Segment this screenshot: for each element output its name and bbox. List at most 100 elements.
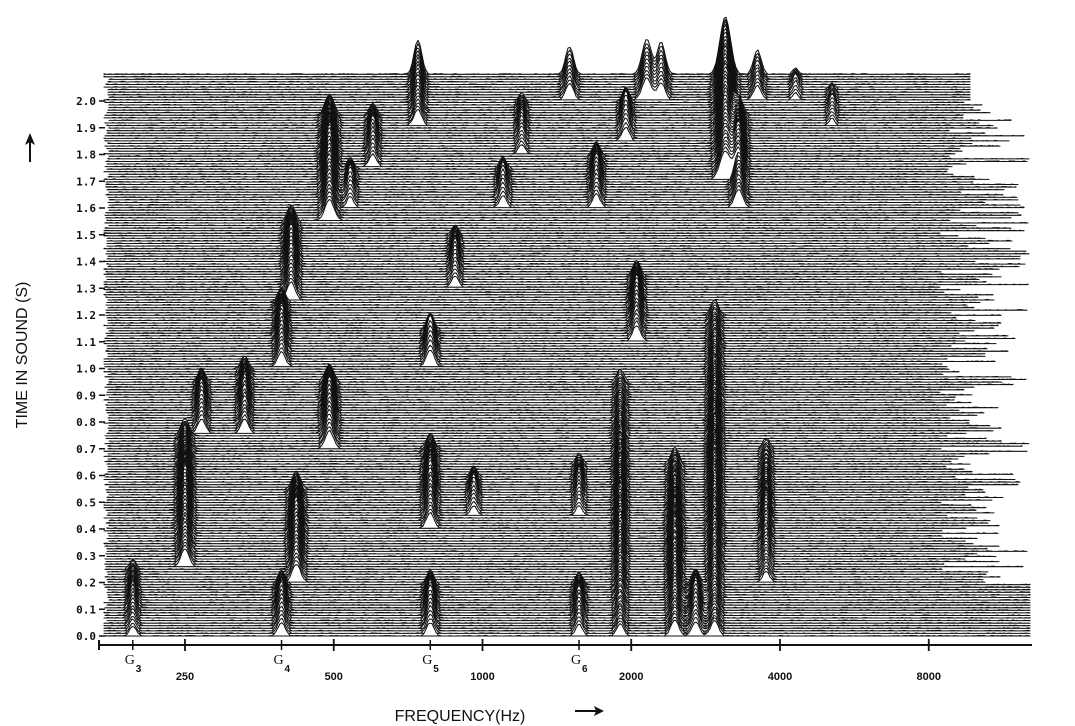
spectrum-trace [103,235,1000,270]
y-tick-label: 0.1 [76,603,96,616]
spectrum-trace [108,504,966,542]
spectrum-trace [105,284,1002,316]
spectrum-trace [103,604,1031,627]
spectrum-trace [106,550,984,581]
spectrum-trace [107,179,1025,209]
spectrum-trace [106,304,1009,337]
spectrum-trace [105,302,960,334]
y-tick-label: 0.8 [76,416,96,429]
spectrum-trace [107,31,971,93]
spectrum-trace [108,157,962,193]
y-tick-label: 0.2 [76,577,96,590]
spectrum-trace [103,313,997,345]
spectrum-trace [108,490,1000,527]
y-tick-label: 1.2 [76,309,96,322]
spectrum-trace [106,491,967,529]
y-tick-label: 0.6 [76,470,96,483]
spectrum-trace [106,404,967,434]
spectrum-trace [106,119,967,165]
spectrum-trace [107,572,1031,599]
spectrum-trace [106,108,961,150]
spectrum-trace [103,370,955,401]
note-label: G [125,653,135,668]
spectrum-trace [107,562,1031,591]
spectrum-trace [108,300,975,332]
spectrum-trace [104,207,1012,229]
spectrum-trace [108,368,956,398]
chart-axes [25,100,1032,716]
spectrum-trace [104,546,1001,578]
spectrum-trace [103,66,964,119]
y-tick-label: 0.5 [76,496,96,509]
spectrum-trace [107,478,995,514]
spectrum-trace [103,612,1031,632]
spectrum-trace [104,576,1031,609]
spectrum-trace [104,450,1019,486]
y-axis-arrow-icon [25,133,35,145]
spectrum-trace [104,412,1030,445]
note-label: G [571,653,581,668]
spectrum-trace [105,373,960,411]
spectrum-trace [108,70,1012,121]
spectrum-trace [107,56,981,111]
y-tick-label: 1.9 [76,122,96,135]
spectrum-trace [103,387,970,424]
spectrum-trace [106,565,1031,593]
spectrum-trace [106,215,969,247]
spectrum-trace [105,23,971,86]
spectrum-trace [106,576,1031,606]
spectrum-trace [106,250,980,281]
spectrum-trace [106,214,990,245]
spectrum-trace [103,420,1028,452]
x-tick-label: 500 [325,671,343,683]
spectrum-trace [108,453,969,488]
spectrum-trace [105,535,1024,568]
y-tick-label: 1.5 [76,229,96,242]
spectrum-trace [105,371,947,406]
spectrum-trace [104,510,1000,547]
spectrum-trace [103,254,987,283]
spectrum-trace [105,319,1009,352]
x-axis-title: FREQUENCY(Hz) [395,708,526,725]
spectrum-trace [105,269,979,298]
spectrum-trace [106,579,1031,611]
spectrum-trace [107,438,973,473]
spectrum-trace [106,521,997,558]
spectrum-trace [103,600,1031,624]
y-tick-label: 1.4 [76,256,96,269]
spectrum-trace [107,422,990,455]
spectrum-trace [107,554,986,583]
spectrum-trace [105,529,1000,563]
spectrum-trace [103,619,1031,637]
spectrum-trace [103,616,1031,634]
spectrum-trace [104,44,965,104]
spectrum-trace [106,314,952,347]
spectrum-trace [107,35,971,96]
chart-labels: 0.0 0.1 0.2 0.3 0.4 0.5 0.6 0.7 0.8 0.9 1.0 1.1 1.2 1… [14,95,941,725]
spectrum-trace [107,435,965,470]
y-tick-label: 2.0 [76,95,96,108]
note-label: G [274,653,284,668]
spectrum-trace [107,324,986,355]
spectrum-trace [105,276,1028,311]
x-tick-label: 4000 [768,671,792,683]
spectrum-trace [103,349,960,373]
spectrum-trace [103,211,959,237]
y-tick-label: 1.7 [76,175,96,188]
x-tick-label: 2000 [619,671,643,683]
spectrum-trace [104,262,941,288]
spectrum-trace [107,296,1002,324]
spectrum-traces [103,16,1031,637]
y-tick-label: 0.7 [76,443,96,456]
x-tick-label: 250 [176,671,194,683]
spectrum-trace [108,49,983,106]
y-tick-label: 1.1 [76,336,96,349]
spectrum-trace [106,271,981,304]
x-tick-label: 1000 [470,671,494,683]
spectrum-trace [106,59,991,114]
spectrum-trace [105,239,942,273]
spectrum-trace [105,519,978,555]
spectrum-trace [106,499,978,540]
spectrum-trace [106,289,957,319]
